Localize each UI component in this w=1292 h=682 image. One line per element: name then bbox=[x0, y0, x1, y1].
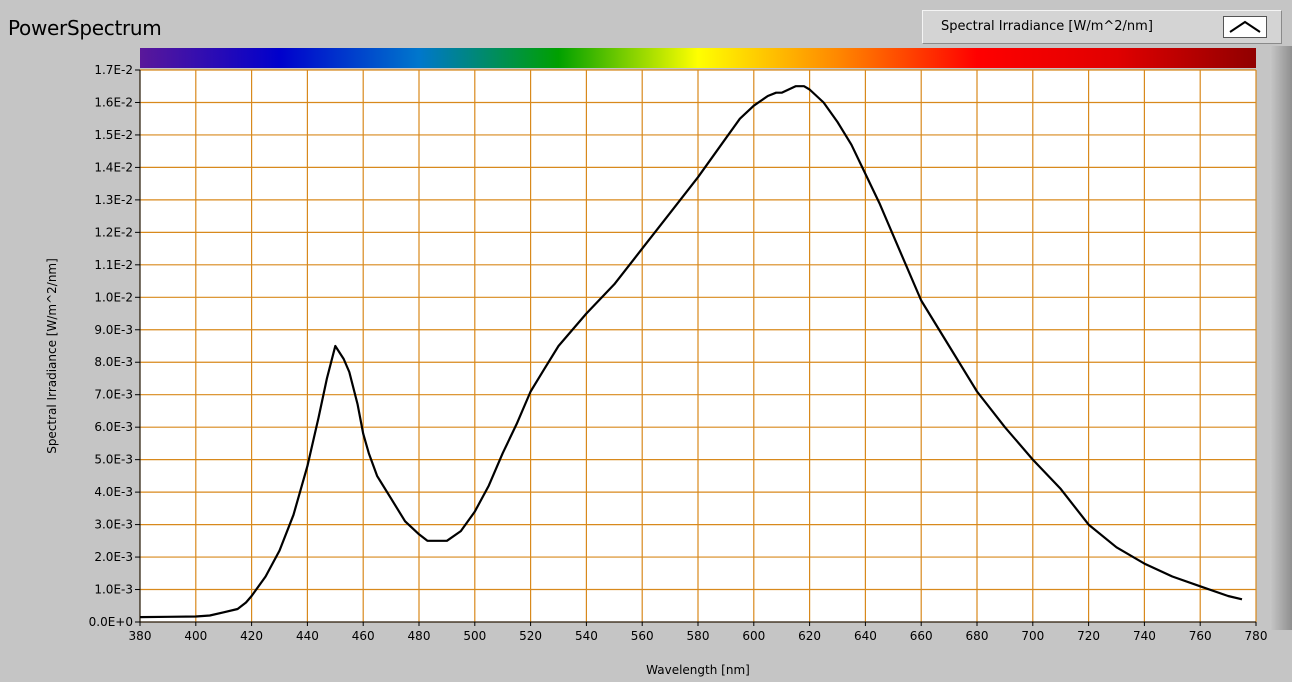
y-tick-label: 7.0E-3 bbox=[94, 388, 133, 402]
y-tick-label: 1.5E-2 bbox=[94, 128, 133, 142]
y-tick-label: 1.0E-2 bbox=[94, 290, 133, 304]
x-tick-label: 480 bbox=[408, 629, 431, 643]
y-axis: 0.0E+0 1.0E-3 2.0E-3 3.0E-3 4.0E-3 5.0E-3 6.0E… bbox=[89, 63, 141, 629]
x-tick-label: 720 bbox=[1077, 629, 1100, 643]
x-tick-label: 460 bbox=[352, 629, 375, 643]
x-tick-label: 700 bbox=[1021, 629, 1044, 643]
line-style-icon bbox=[1229, 20, 1261, 33]
x-tick-label: 520 bbox=[519, 629, 542, 643]
x-tick-label: 440 bbox=[296, 629, 319, 643]
y-tick-label: 9.0E-3 bbox=[94, 323, 133, 337]
x-tick-label: 380 bbox=[129, 629, 152, 643]
y-tick-label: 6.0E-3 bbox=[94, 420, 133, 434]
series-layer bbox=[139, 85, 1243, 619]
x-tick-label: 740 bbox=[1133, 629, 1156, 643]
x-tick-label: 600 bbox=[742, 629, 765, 643]
chart-title: PowerSpectrum bbox=[8, 16, 162, 40]
visible-spectrum-bar bbox=[140, 48, 1256, 68]
x-tick-label: 540 bbox=[575, 629, 598, 643]
x-tick-label: 640 bbox=[854, 629, 877, 643]
legend-label: Spectral Irradiance [W/m^2/nm] bbox=[941, 19, 1153, 34]
x-tick-label: 420 bbox=[240, 629, 263, 643]
x-tick-label: 780 bbox=[1245, 629, 1268, 643]
y-tick-label: 1.2E-2 bbox=[94, 225, 133, 239]
y-tick-label: 0.0E+0 bbox=[89, 615, 133, 629]
legend-line-swatch[interactable] bbox=[1223, 16, 1267, 38]
panel-edge-bar bbox=[1270, 46, 1292, 630]
y-tick-label: 1.3E-2 bbox=[94, 193, 133, 207]
y-tick-label: 4.0E-3 bbox=[94, 485, 133, 499]
x-tick-label: 500 bbox=[463, 629, 486, 643]
y-axis-title: Spectral Irradiance [W/m^2/nm] bbox=[45, 258, 59, 454]
grid-lines bbox=[139, 69, 1257, 623]
plot-legend[interactable]: Spectral Irradiance [W/m^2/nm] bbox=[922, 10, 1282, 44]
x-tick-label: 400 bbox=[184, 629, 207, 643]
y-tick-label: 1.7E-2 bbox=[94, 63, 133, 77]
y-tick-label: 1.6E-2 bbox=[94, 95, 133, 109]
x-tick-label: 660 bbox=[910, 629, 933, 643]
x-tick-label: 620 bbox=[798, 629, 821, 643]
y-tick-label: 1.1E-2 bbox=[94, 258, 133, 272]
x-tick-label: 580 bbox=[687, 629, 710, 643]
y-tick-label: 1.0E-3 bbox=[94, 583, 133, 597]
y-tick-label: 1.4E-2 bbox=[94, 160, 133, 174]
x-tick-label: 760 bbox=[1189, 629, 1212, 643]
y-tick-label: 2.0E-3 bbox=[94, 550, 133, 564]
x-axis: 380 400 420 440 460 480 500 520 540 560 580 600 620 6… bbox=[129, 621, 1268, 643]
y-tick-label: 3.0E-3 bbox=[94, 518, 133, 532]
y-tick-label: 5.0E-3 bbox=[94, 453, 133, 467]
x-tick-label: 680 bbox=[966, 629, 989, 643]
x-axis-title: Wavelength [nm] bbox=[646, 663, 750, 677]
series-line bbox=[139, 85, 1243, 619]
x-tick-label: 560 bbox=[631, 629, 654, 643]
y-tick-label: 8.0E-3 bbox=[94, 355, 133, 369]
